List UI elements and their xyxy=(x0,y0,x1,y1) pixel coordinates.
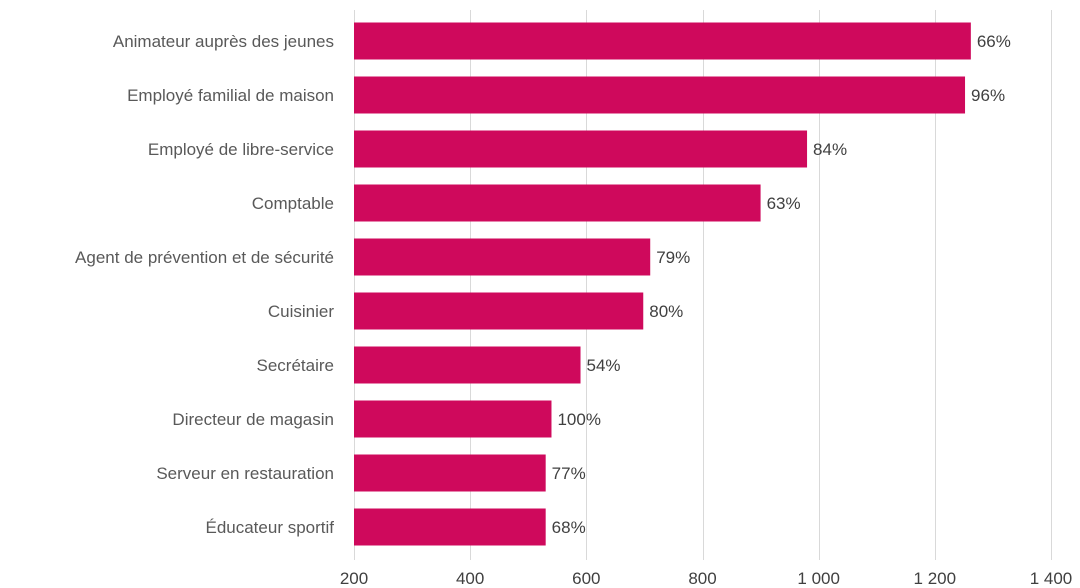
data-label: 77% xyxy=(552,464,586,483)
category-label: Comptable xyxy=(252,194,334,213)
category-label: Employé de libre-service xyxy=(148,140,334,159)
data-label: 96% xyxy=(971,86,1005,105)
bar xyxy=(354,238,651,276)
bar xyxy=(354,184,761,222)
bar xyxy=(354,130,808,168)
category-label: Employé familial de maison xyxy=(127,86,334,105)
category-label: Agent de prévention et de sécurité xyxy=(75,248,334,267)
x-tick-label: 1 400 xyxy=(1030,569,1073,588)
data-label: 66% xyxy=(977,32,1011,51)
data-label: 63% xyxy=(767,194,801,213)
x-tick-label: 1 200 xyxy=(914,569,957,588)
category-label: Éducateur sportif xyxy=(205,518,334,537)
category-label: Directeur de magasin xyxy=(172,410,334,429)
bar xyxy=(354,292,644,330)
data-labels: 66% 96% 84% 63% 79% 80% 54% 100% 77% 68% xyxy=(552,32,1011,537)
category-label: Cuisinier xyxy=(268,302,334,321)
data-label: 68% xyxy=(552,518,586,537)
bar xyxy=(354,508,546,546)
data-label: 54% xyxy=(587,356,621,375)
data-label: 80% xyxy=(649,302,683,321)
bar xyxy=(354,346,581,384)
category-label: Animateur auprès des jeunes xyxy=(113,32,334,51)
x-axis-tick-labels: 200 400 600 800 1 000 1 200 1 400 xyxy=(340,569,1072,588)
data-label: 100% xyxy=(557,410,600,429)
bar xyxy=(354,22,971,60)
data-label: 84% xyxy=(813,140,847,159)
x-tick-label: 800 xyxy=(688,569,716,588)
bars xyxy=(354,22,971,546)
x-tick-label: 600 xyxy=(572,569,600,588)
bar xyxy=(354,76,966,114)
x-tick-label: 200 xyxy=(340,569,368,588)
data-label: 79% xyxy=(656,248,690,267)
x-tick-label: 400 xyxy=(456,569,484,588)
bar xyxy=(354,454,546,492)
category-label: Serveur en restauration xyxy=(156,464,334,483)
x-tick-label: 1 000 xyxy=(797,569,840,588)
category-labels: Animateur auprès des jeunes Employé famil… xyxy=(75,32,334,537)
category-label: Secrétaire xyxy=(257,356,334,375)
bar xyxy=(354,400,552,438)
